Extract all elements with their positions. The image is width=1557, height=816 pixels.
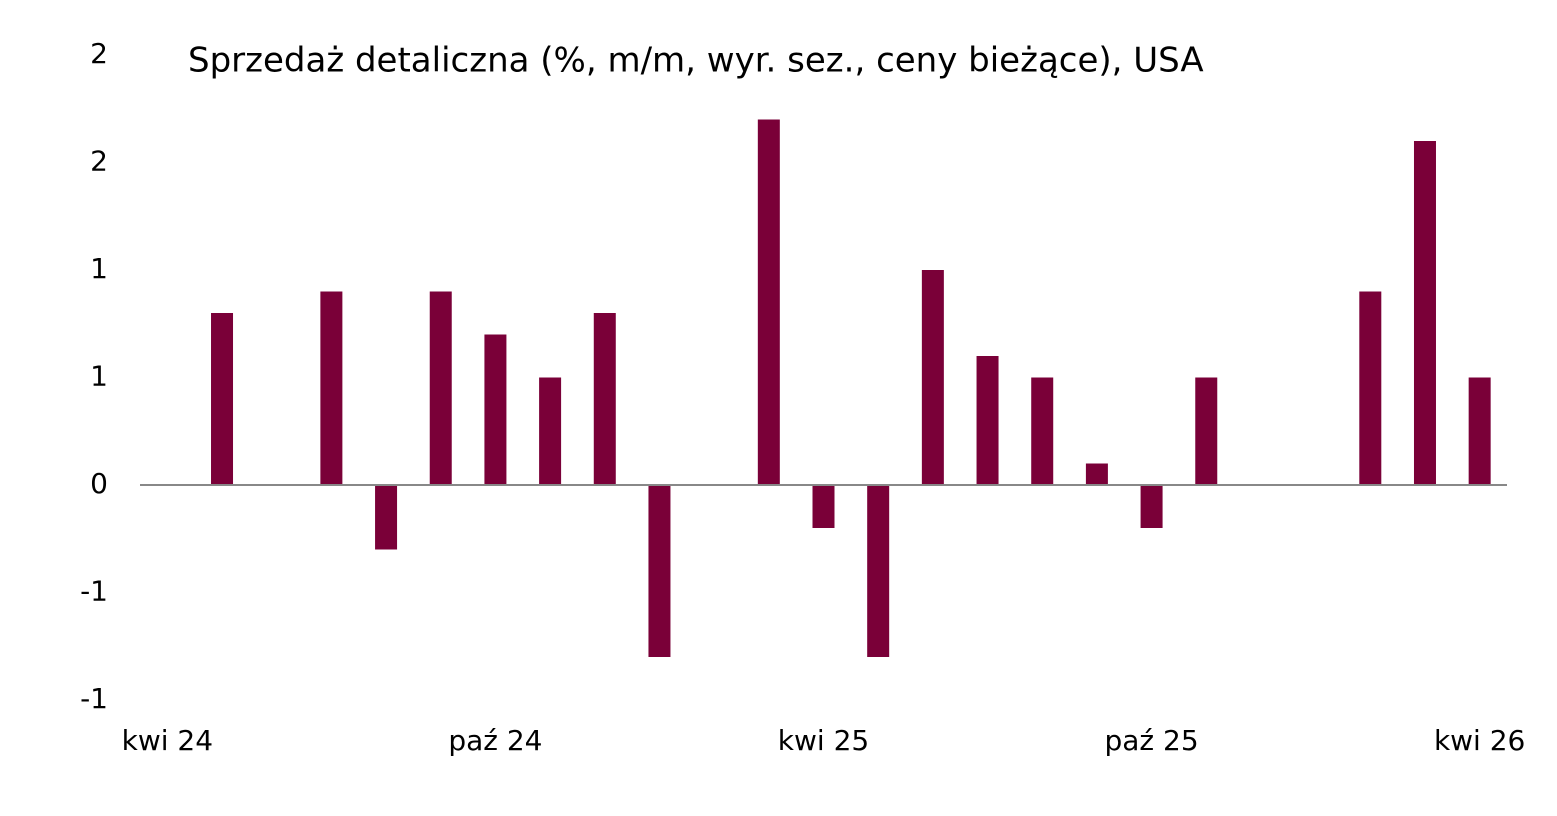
bar [648, 485, 671, 657]
y-tick-label: 2 [90, 37, 108, 70]
y-tick-label: 0 [90, 467, 108, 500]
y-tick-label: -1 [80, 575, 108, 608]
x-tick-label: kwi 25 [778, 724, 869, 757]
bar [1140, 485, 1163, 528]
bar [1031, 377, 1054, 485]
chart-title: Sprzedaż detaliczna (%, m/m, wyr. sez., … [188, 41, 1204, 81]
y-tick-label: 1 [90, 360, 108, 393]
bar [976, 356, 999, 485]
bar [921, 270, 944, 485]
bar [320, 291, 343, 485]
bar [375, 485, 398, 550]
x-tick-label: paź 24 [448, 724, 542, 757]
bar [593, 313, 616, 485]
bar [1468, 377, 1491, 485]
bar [812, 485, 835, 528]
x-tick-label: paź 25 [1104, 724, 1198, 757]
bar [429, 291, 452, 485]
bar [1413, 141, 1436, 485]
bar [867, 485, 890, 657]
x-tick-label: kwi 26 [1434, 724, 1525, 757]
bar [1359, 291, 1382, 485]
bar [484, 334, 507, 485]
bar [1195, 377, 1218, 485]
bar [757, 119, 780, 485]
x-tick-label: kwi 24 [122, 724, 213, 757]
bar [1085, 463, 1108, 485]
y-tick-label: 2 [90, 145, 108, 178]
bar [211, 313, 234, 485]
y-tick-label: -1 [80, 682, 108, 715]
bar [539, 377, 562, 485]
y-tick-label: 1 [90, 252, 108, 285]
